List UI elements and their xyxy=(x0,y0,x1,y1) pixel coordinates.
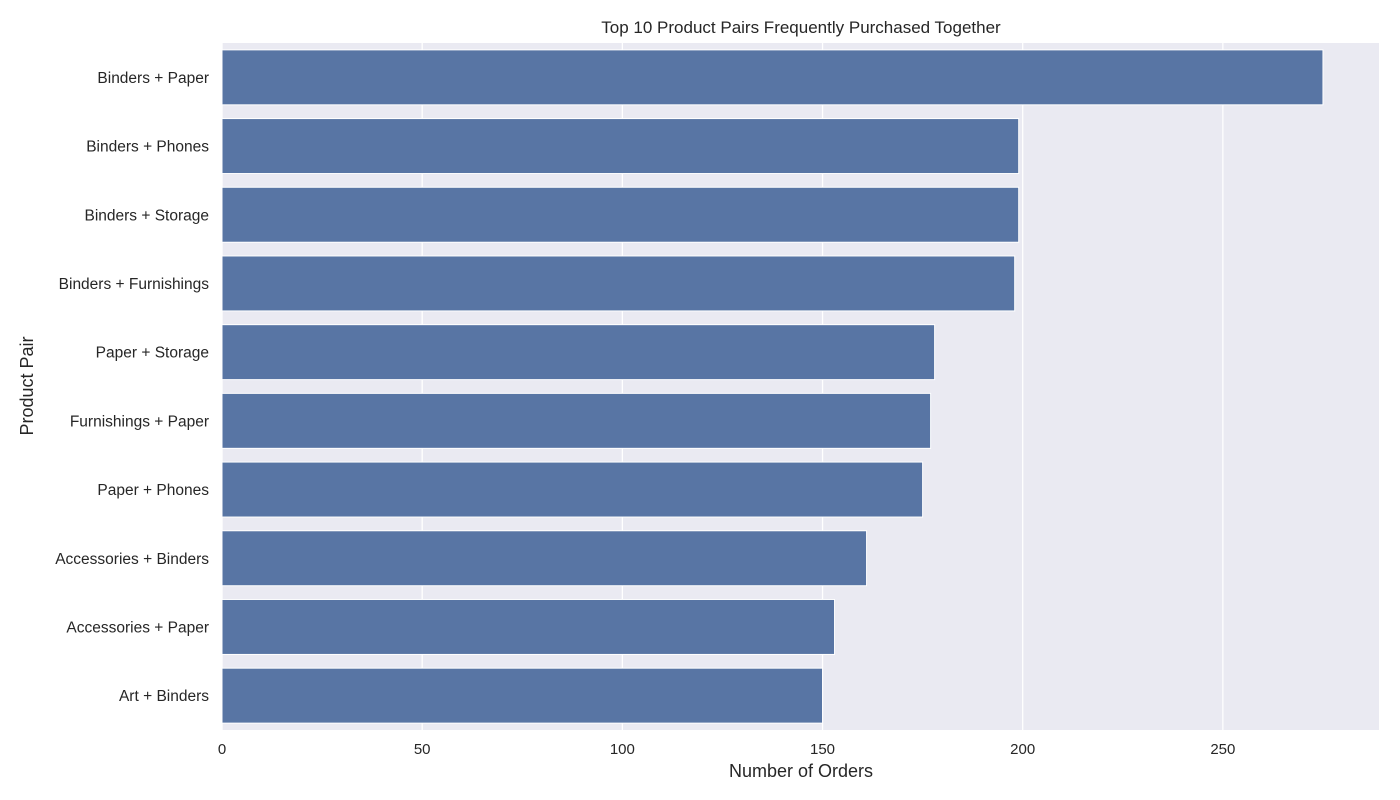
chart-title: Top 10 Product Pairs Frequently Purchase… xyxy=(601,18,1001,37)
x-tick-label: 200 xyxy=(1010,741,1035,758)
bar xyxy=(221,392,932,449)
category-label: Binders + Storage xyxy=(84,207,209,224)
category-label: Accessories + Paper xyxy=(66,619,209,636)
bar xyxy=(221,461,924,518)
category-labels: Binders + Paper Binders + Phones Binders +… xyxy=(55,70,209,705)
category-label: Binders + Furnishings xyxy=(59,276,210,293)
bar xyxy=(221,598,836,655)
category-label: Furnishings + Paper xyxy=(70,413,209,430)
x-tick-label: 100 xyxy=(610,741,635,758)
bar xyxy=(221,530,868,587)
category-label: Art + Binders xyxy=(119,688,209,705)
category-label: Accessories + Binders xyxy=(55,551,209,568)
bar xyxy=(221,49,1324,106)
x-tick-labels: 0 50 100 150 200 250 xyxy=(218,741,1236,758)
category-label: Binders + Paper xyxy=(97,70,209,87)
category-label: Paper + Storage xyxy=(96,345,209,362)
x-tick-label: 50 xyxy=(414,741,431,758)
category-label: Binders + Phones xyxy=(86,139,209,156)
x-axis-label: Number of Orders xyxy=(729,761,873,781)
x-tick-label: 0 xyxy=(218,741,226,758)
bar xyxy=(221,667,824,724)
bars xyxy=(221,49,1324,724)
x-tick-label: 250 xyxy=(1210,741,1235,758)
bar xyxy=(221,255,1016,312)
category-label: Paper + Phones xyxy=(97,482,209,499)
x-tick-label: 150 xyxy=(810,741,835,758)
y-axis-label: Product Pair xyxy=(17,336,37,435)
bar xyxy=(221,324,936,381)
bar xyxy=(221,118,1020,175)
bar xyxy=(221,186,1020,243)
